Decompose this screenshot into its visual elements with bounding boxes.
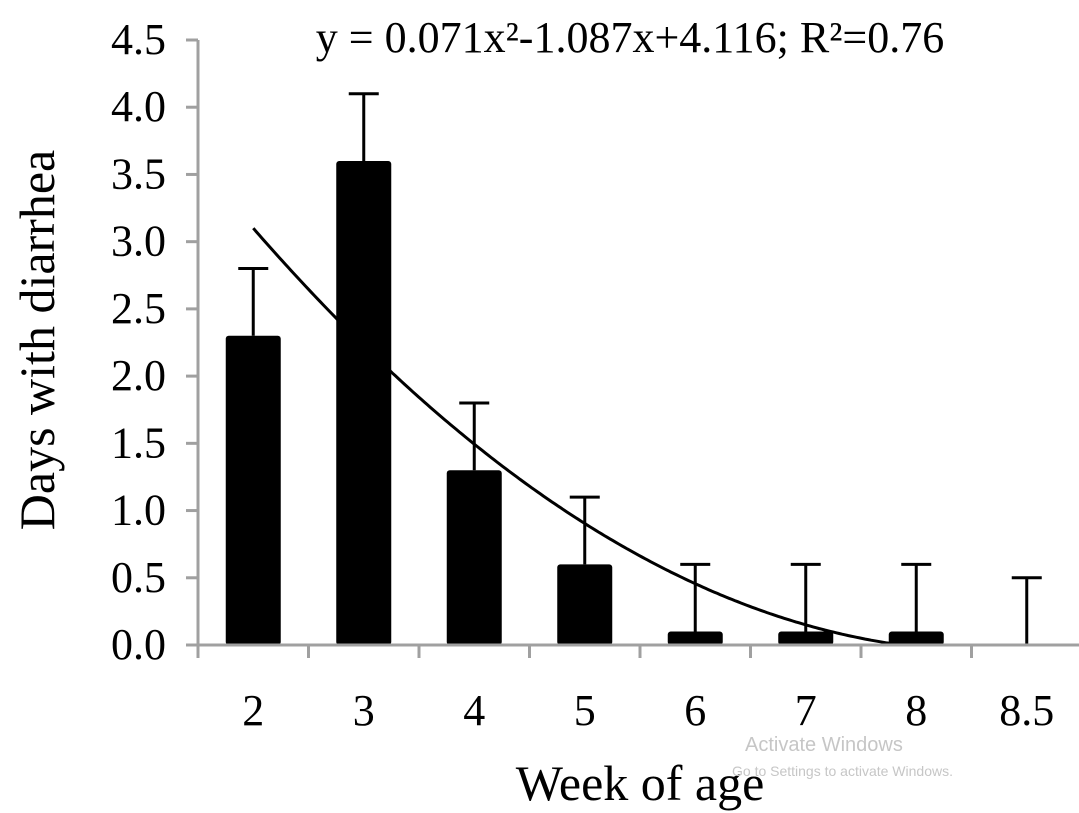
y-tick-label-4.5: 4.5 bbox=[111, 15, 166, 64]
error-bar-6 bbox=[680, 562, 711, 632]
x-tick-label-3: 3 bbox=[353, 686, 375, 735]
x-tick-label-4: 4 bbox=[463, 686, 485, 735]
activate-windows-watermark: Activate Windows Go to Settings to activ… bbox=[732, 733, 953, 780]
bar-2 bbox=[225, 335, 281, 645]
x-tick-label-6: 6 bbox=[684, 686, 706, 735]
bar-5 bbox=[557, 564, 613, 645]
error-bar-3 bbox=[348, 92, 379, 161]
x-tick-label-8.5: 8.5 bbox=[999, 686, 1054, 735]
bar-7 bbox=[778, 631, 834, 645]
bar-3 bbox=[336, 161, 392, 645]
y-tick-label-1.0: 1.0 bbox=[111, 486, 166, 535]
bar-4 bbox=[446, 470, 502, 645]
x-tick-label-5: 5 bbox=[574, 686, 596, 735]
error-bars-group bbox=[238, 92, 1042, 645]
y-tick-label-3.0: 3.0 bbox=[111, 217, 166, 266]
y-tick-label-2.5: 2.5 bbox=[111, 284, 166, 333]
y-tick-label-2.0: 2.0 bbox=[111, 351, 166, 400]
bar-6 bbox=[667, 631, 723, 645]
watermark-title: Activate Windows bbox=[745, 734, 903, 756]
y-tick-label-0.0: 0.0 bbox=[111, 620, 166, 669]
y-tick-label-4.0: 4.0 bbox=[111, 82, 166, 131]
bar-8 bbox=[888, 631, 944, 645]
error-bar-7 bbox=[790, 562, 821, 632]
y-tick-label-0.5: 0.5 bbox=[111, 553, 166, 602]
x-tick-label-8: 8 bbox=[905, 686, 927, 735]
x-tick-label-2: 2 bbox=[242, 686, 264, 735]
error-bar-8 bbox=[901, 562, 932, 632]
watermark-subtitle: Go to Settings to activate Windows. bbox=[732, 763, 953, 779]
x-tick-labels: 2 3 4 5 6 7 8 8.5 bbox=[242, 686, 1054, 735]
error-bar-8.5 bbox=[1011, 576, 1042, 645]
y-tick-labels: 0.0 0.5 1.0 1.5 2.0 2.5 3.0 3.5 4.0 4.5 bbox=[111, 15, 166, 669]
y-axis-label: Days with diarrhea bbox=[9, 150, 65, 530]
error-bar-5 bbox=[569, 495, 600, 565]
error-bar-2 bbox=[238, 267, 269, 336]
y-tick-label-3.5: 3.5 bbox=[111, 149, 166, 198]
x-tick-label-7: 7 bbox=[795, 686, 817, 735]
trendline bbox=[252, 227, 901, 647]
bars-group bbox=[225, 161, 944, 645]
x-axis-label: Week of age bbox=[516, 755, 765, 811]
error-bar-4 bbox=[459, 401, 490, 471]
chart-title: y = 0.071x²-1.087x+4.116; R²=0.76 bbox=[316, 13, 944, 62]
y-tick-label-1.5: 1.5 bbox=[111, 418, 166, 467]
axes-group bbox=[186, 38, 1079, 658]
